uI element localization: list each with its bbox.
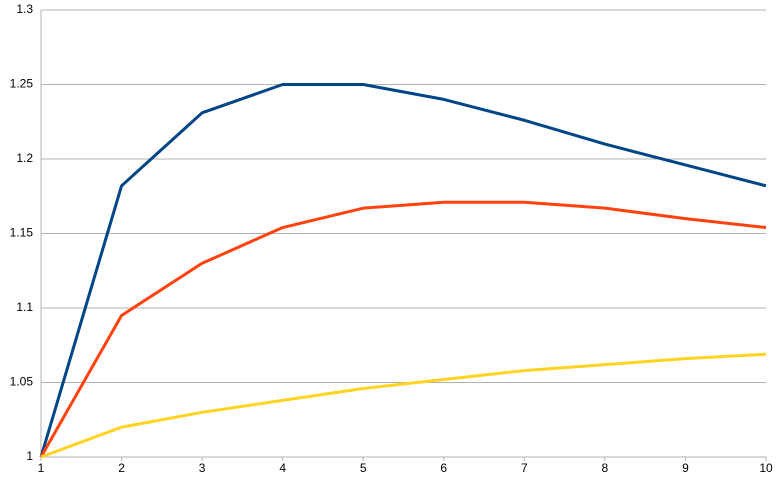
- series-line: [39, 200, 767, 458]
- x-tick-label: 10: [759, 461, 773, 475]
- y-tick-label: 1.2: [16, 151, 33, 165]
- x-tick-label: 3: [199, 461, 206, 475]
- y-tick-label: 1.05: [10, 375, 34, 389]
- y-tick-label: 1.3: [16, 2, 33, 16]
- y-tick-label: 1.25: [10, 77, 34, 91]
- x-tick-label: 1: [38, 461, 45, 475]
- y-tick-label: 1.1: [16, 300, 33, 314]
- x-tick-label: 8: [602, 461, 609, 475]
- series-line: [40, 352, 767, 459]
- x-tick-label: 7: [521, 461, 528, 475]
- x-tick-label: 9: [682, 461, 689, 475]
- x-tick-label: 4: [279, 461, 286, 475]
- y-tick-label: 1: [26, 449, 33, 463]
- x-tick-label: 5: [360, 461, 367, 475]
- x-tick-label: 2: [118, 461, 125, 475]
- y-tick-label: 1.15: [10, 226, 34, 240]
- series-line: [39, 83, 767, 458]
- x-tick-label: 6: [440, 461, 447, 475]
